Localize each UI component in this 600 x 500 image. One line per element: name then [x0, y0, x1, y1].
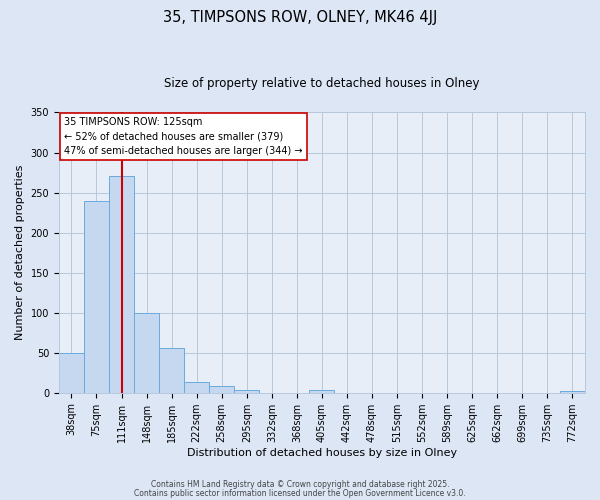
Text: Contains HM Land Registry data © Crown copyright and database right 2025.: Contains HM Land Registry data © Crown c…	[151, 480, 449, 489]
X-axis label: Distribution of detached houses by size in Olney: Distribution of detached houses by size …	[187, 448, 457, 458]
Text: 35 TIMPSONS ROW: 125sqm
← 52% of detached houses are smaller (379)
47% of semi-d: 35 TIMPSONS ROW: 125sqm ← 52% of detache…	[64, 116, 302, 156]
Bar	[134, 312, 159, 392]
Text: 35, TIMPSONS ROW, OLNEY, MK46 4JJ: 35, TIMPSONS ROW, OLNEY, MK46 4JJ	[163, 10, 437, 25]
Bar	[310, 390, 334, 392]
Text: Contains public sector information licensed under the Open Government Licence v3: Contains public sector information licen…	[134, 488, 466, 498]
Bar	[209, 386, 234, 392]
Bar	[560, 391, 585, 392]
Bar	[184, 382, 209, 392]
Bar	[109, 176, 134, 392]
Bar	[84, 202, 109, 392]
Y-axis label: Number of detached properties: Number of detached properties	[15, 165, 25, 340]
Bar	[59, 352, 84, 393]
Title: Size of property relative to detached houses in Olney: Size of property relative to detached ho…	[164, 78, 480, 90]
Bar	[159, 348, 184, 393]
Bar	[234, 390, 259, 392]
